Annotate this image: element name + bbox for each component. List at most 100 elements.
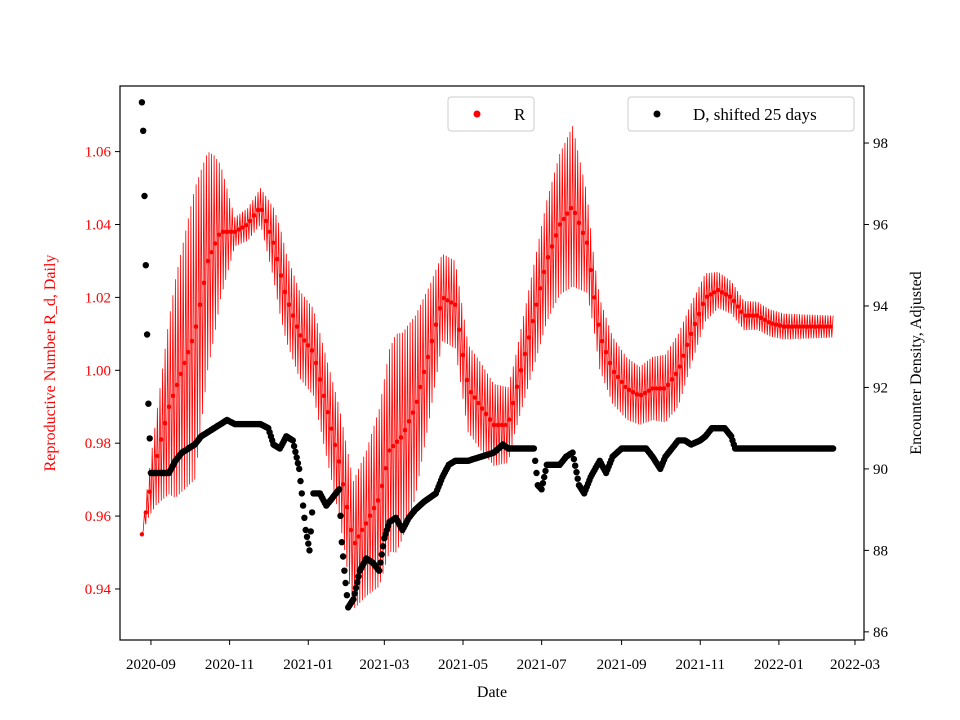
d-point: [354, 579, 361, 586]
r-point: [557, 222, 562, 227]
legend-r-label: R: [514, 105, 526, 124]
r-point: [143, 510, 148, 515]
r-point: [433, 322, 439, 327]
right-y-tick-label: 86: [873, 625, 889, 641]
r-point: [391, 443, 396, 449]
d-series: [138, 99, 837, 611]
r-point: [360, 527, 365, 533]
r-point: [162, 420, 168, 426]
r-point: [681, 353, 686, 358]
r-point: [251, 213, 257, 218]
r-point: [812, 324, 818, 329]
r-point: [750, 313, 756, 318]
r-point: [201, 280, 206, 285]
legend-d: D, shifted 25 days: [627, 96, 855, 132]
r-point: [398, 435, 404, 440]
r-point: [561, 216, 566, 222]
r-point: [716, 287, 721, 293]
d-point: [145, 400, 152, 407]
r-point: [240, 225, 245, 230]
r-point: [797, 324, 802, 329]
d-point: [341, 567, 348, 574]
r-point: [596, 322, 601, 327]
r-point: [453, 302, 458, 307]
r-point: [344, 504, 350, 510]
r-point: [426, 354, 431, 360]
r-point: [306, 343, 311, 348]
d-point: [290, 442, 298, 450]
r-point: [623, 384, 628, 390]
r-point: [514, 384, 520, 389]
r-point: [402, 427, 408, 433]
r-point: [739, 309, 744, 315]
r-point: [317, 377, 323, 382]
r-point: [228, 229, 234, 234]
r-point: [611, 369, 617, 375]
d-point: [532, 457, 539, 464]
r-point: [166, 404, 172, 409]
r-point: [499, 422, 504, 428]
r-point: [367, 513, 373, 518]
left-y-axis: 0.94 0.96 0.98 1.00 1.02 1.04 1.06: [85, 145, 120, 598]
r-point: [518, 368, 524, 373]
r-point: [708, 292, 713, 297]
r-point: [658, 386, 663, 391]
left-y-tick-label: 1.02: [85, 290, 111, 306]
plot-frame: [119, 85, 865, 641]
legend-d-marker: [653, 110, 661, 118]
r-point: [576, 220, 582, 225]
d-point: [573, 469, 580, 476]
r-point: [793, 324, 798, 329]
d-point: [296, 465, 303, 473]
right-y-axis-title: Encounter Density, Adjusted: [908, 271, 925, 454]
r-point: [456, 327, 462, 332]
r-point: [178, 371, 183, 377]
d-point: [337, 512, 344, 519]
r-point: [182, 360, 187, 366]
r-point: [569, 205, 574, 211]
d-point: [533, 469, 540, 477]
r-point: [669, 377, 675, 382]
d-point: [298, 490, 305, 497]
left-y-tick-label: 1.00: [85, 363, 111, 379]
r-point: [785, 324, 791, 329]
right-y-tick-label: 90: [873, 462, 888, 478]
legend-r: R: [447, 96, 535, 132]
r-point: [174, 382, 179, 388]
x-tick-label: 2021-01: [283, 657, 333, 673]
r-point: [673, 371, 678, 377]
x-tick-label: 2022-03: [830, 657, 880, 673]
right-y-tick-label: 96: [873, 218, 889, 234]
r-point: [530, 318, 535, 324]
r-point: [449, 300, 454, 305]
r-point: [634, 392, 640, 397]
r-point: [255, 207, 261, 213]
d-point: [146, 435, 153, 442]
d-point: [829, 445, 837, 452]
r-point: [778, 323, 783, 328]
r-point: [348, 527, 353, 533]
r-point: [383, 466, 388, 471]
r-point: [588, 267, 593, 273]
r-point: [333, 442, 338, 448]
d-point: [377, 559, 384, 566]
right-y-tick-label: 98: [873, 136, 888, 152]
r-point: [480, 406, 485, 411]
r-point: [727, 294, 733, 299]
left-y-tick-label: 0.98: [85, 436, 111, 452]
r-point: [139, 532, 145, 537]
d-point: [350, 596, 357, 603]
r-point: [236, 227, 241, 232]
r-point: [313, 360, 319, 366]
r-point: [689, 331, 694, 336]
r-point: [627, 387, 632, 393]
legend-r-box: [447, 96, 535, 132]
r-point: [573, 210, 578, 216]
r-point: [762, 317, 767, 323]
r-point: [286, 302, 292, 307]
r-point: [619, 379, 624, 385]
r-point: [155, 453, 160, 459]
r-point: [545, 255, 551, 260]
d-point: [542, 467, 549, 475]
r-point: [507, 417, 512, 422]
